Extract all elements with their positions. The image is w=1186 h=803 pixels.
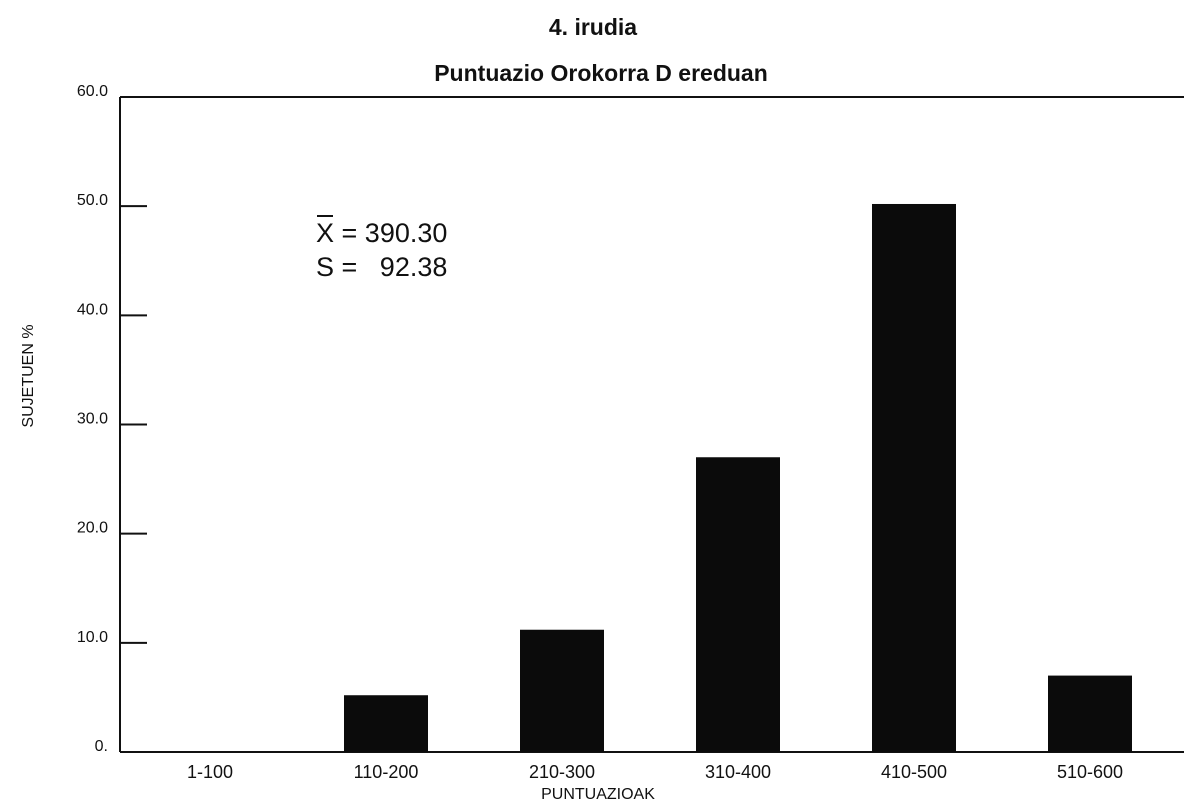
bar (872, 203, 956, 752)
chart-labels: 0. 10.0 20.0 30.0 40.0 50.0 60.0 1-100 110-200 21… (20, 83, 1123, 803)
mean-symbol: X (316, 215, 335, 248)
y-tick-label: 60.0 (77, 83, 108, 100)
y-tick-label: 30.0 (77, 411, 108, 428)
x-tick-label: 1-100 (187, 762, 233, 782)
chart-title: Puntuazio Orokorra D ereduan (434, 60, 768, 86)
figure-label: 4. irudia (548, 14, 638, 40)
x-tick-label: 310-400 (705, 762, 771, 782)
chart-bars (344, 203, 1132, 752)
sd-stat: S = 92.38 (316, 252, 447, 283)
bar (696, 457, 780, 752)
x-tick-label: 110-200 (354, 762, 419, 782)
bar (344, 695, 428, 752)
mean-stat: X = 390.30 (316, 215, 448, 249)
mean-value: = 390.30 (341, 218, 448, 248)
y-tick-label: 0. (95, 738, 108, 755)
x-tick-label: 210-300 (529, 762, 595, 782)
bar (520, 629, 604, 752)
x-axis-title: PUNTUAZIOAK (541, 786, 655, 803)
bar (1048, 675, 1132, 752)
y-tick-label: 20.0 (77, 520, 108, 537)
chart-axes (119, 96, 1184, 753)
x-tick-label: 410-500 (881, 762, 947, 782)
y-axis-title: SUJETUEN % (20, 324, 37, 427)
sd-value: 92.38 (379, 252, 448, 282)
y-tick-label: 50.0 (77, 192, 108, 209)
y-tick-label: 10.0 (77, 629, 108, 646)
y-tick-label: 40.0 (77, 301, 108, 318)
x-tick-label: 510-600 (1057, 762, 1123, 782)
sd-label: S = (316, 252, 358, 282)
